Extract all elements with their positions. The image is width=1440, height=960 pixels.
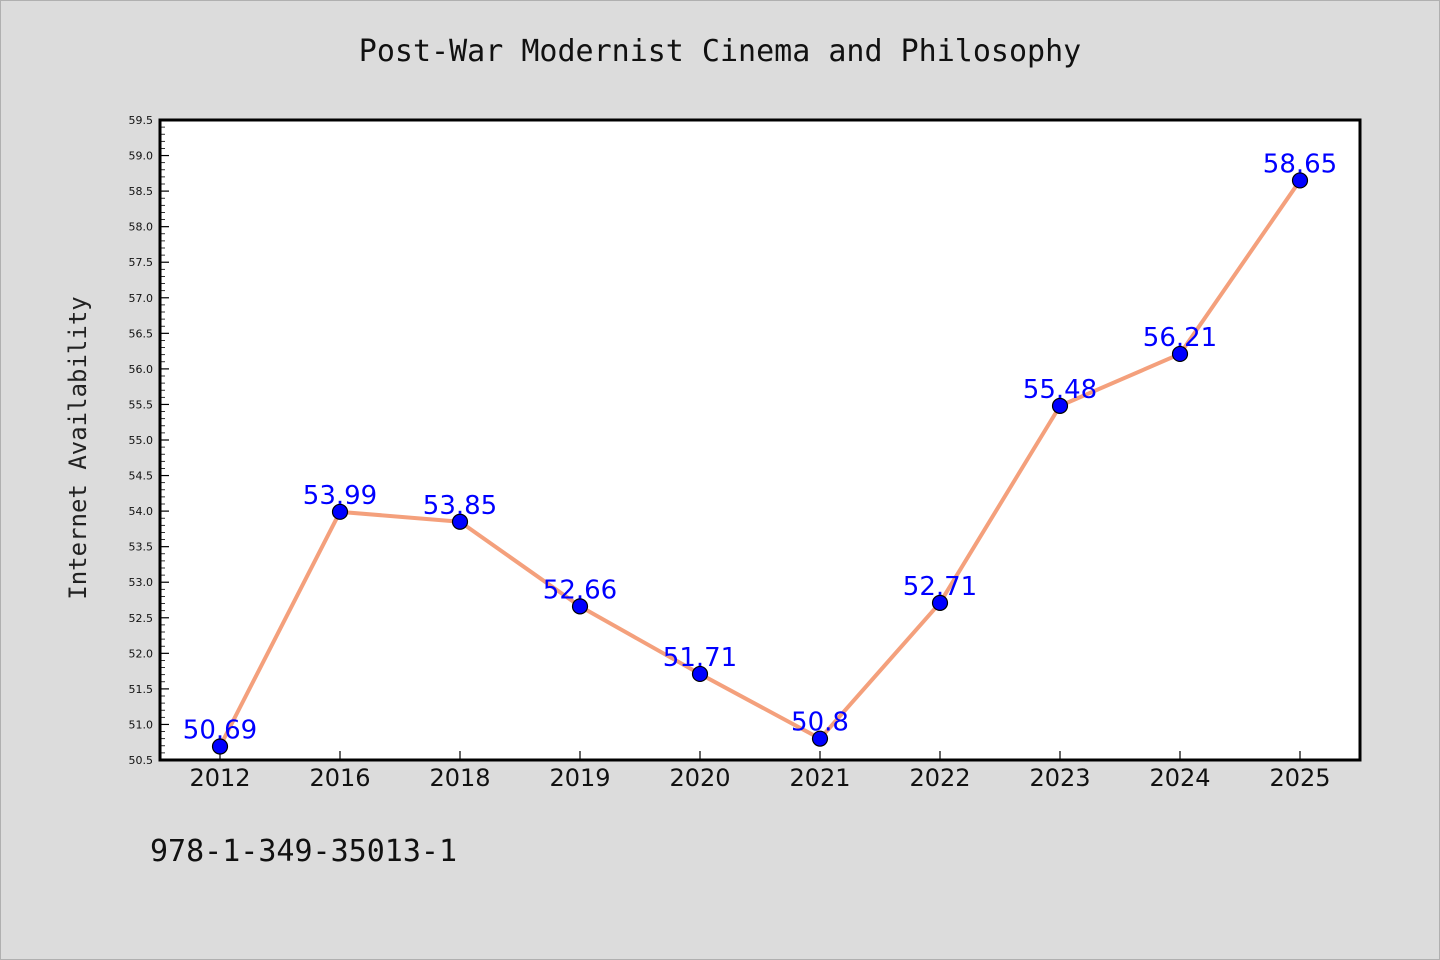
data-label: 53.99 (303, 481, 377, 511)
data-point (691, 665, 709, 683)
data-label: 50.8 (791, 708, 849, 738)
y-tick-label: 53.5 (129, 541, 154, 554)
y-tick-label: 57.0 (129, 292, 154, 305)
y-tick-label: 56.0 (129, 363, 154, 376)
data-label: 53.85 (423, 491, 497, 521)
x-tick-label: 2018 (429, 764, 490, 792)
x-tick-label: 2021 (789, 764, 850, 792)
series-line (218, 179, 1302, 748)
y-tick-label: 55.5 (129, 398, 154, 411)
y-tick-label: 56.5 (129, 327, 154, 340)
x-tick-label: 2023 (1029, 764, 1090, 792)
data-point (451, 513, 469, 530)
data-point (811, 730, 829, 747)
x-tick-label: 2016 (309, 764, 370, 792)
y-tick-label: 51.0 (129, 718, 154, 731)
data-point (211, 738, 229, 755)
y-tick-label: 52.5 (129, 612, 154, 625)
data-point (1171, 345, 1189, 363)
data-point (331, 503, 349, 520)
x-axis: 2012 2016 2018 2019 2020 2021 2022 2023 2024 2025 (189, 751, 1331, 792)
y-axis-label: Internet Availability (64, 296, 92, 599)
x-tick-label: 2020 (669, 764, 730, 792)
y-tick-label: 54.0 (129, 505, 154, 518)
data-point (1051, 397, 1069, 414)
data-label-group: 50.69 53.99 53.85 52.66 51.71 50.8 52.71 55.48 5… (183, 149, 1337, 745)
y-tick-label: 57.5 (129, 256, 154, 269)
chart-title: Post-War Modernist Cinema and Philosophy (358, 34, 1082, 69)
y-tick-label: 55.0 (129, 434, 154, 447)
data-label: 51.71 (663, 643, 737, 673)
data-label: 58.65 (1263, 149, 1337, 179)
y-tick-label: 52.0 (129, 647, 154, 660)
x-tick-label: 2025 (1269, 764, 1330, 792)
y-tick-label: 51.5 (129, 683, 154, 696)
data-label: 55.48 (1023, 375, 1097, 405)
isbn-text: 978-1-349-35013-1 (150, 834, 458, 869)
data-point (931, 594, 949, 611)
y-tick-label: 54.5 (129, 470, 154, 483)
data-label: 52.71 (903, 572, 977, 602)
data-label: 56.21 (1143, 323, 1217, 353)
x-tick-label: 2022 (909, 764, 970, 792)
y-tick-label: 53.0 (129, 576, 154, 589)
y-tick-label: 59.0 (129, 150, 154, 163)
x-tick-label: 2024 (1149, 764, 1210, 792)
y-tick-label: 58.0 (129, 221, 154, 234)
data-label: 52.66 (543, 575, 617, 605)
marker-group (211, 172, 1309, 755)
y-tick-label: 50.5 (129, 754, 154, 767)
y-tick-label: 59.5 (129, 114, 154, 127)
data-point (571, 598, 589, 615)
x-tick-label: 2012 (189, 764, 250, 792)
data-point (1291, 172, 1309, 189)
x-tick-label: 2019 (549, 764, 610, 792)
data-label: 50.69 (183, 715, 257, 745)
y-axis: 50.5 51.0 51.5 52.0 52.5 53.0 53.5 54.0 54.5 55.0… (129, 114, 169, 767)
y-tick-label: 58.5 (129, 185, 154, 198)
plot-area (158, 118, 1362, 762)
series-line-group (218, 179, 1302, 748)
